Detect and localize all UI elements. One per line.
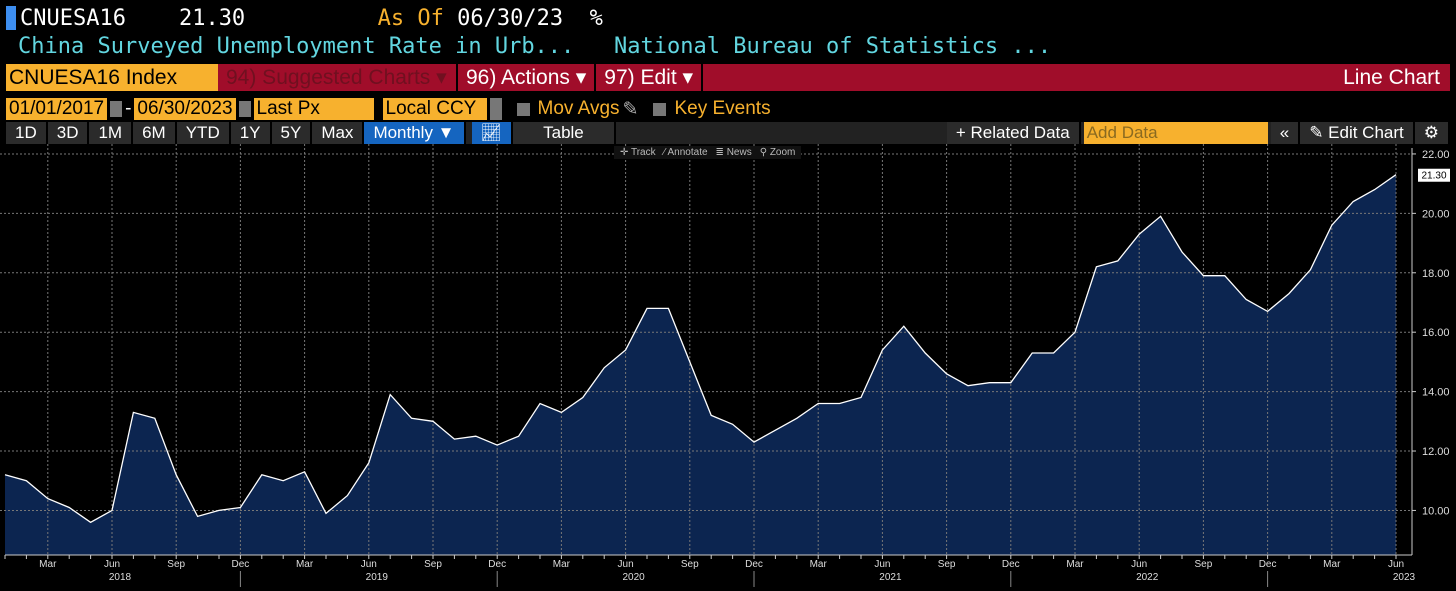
range-1y[interactable]: 1Y [230, 122, 272, 144]
range-1m[interactable]: 1M [89, 122, 134, 144]
x-tick-label: Mar [810, 559, 828, 570]
x-tick-label: Jun [1131, 559, 1147, 570]
collapse-button[interactable]: « [1270, 122, 1301, 144]
source: National Bureau of Statistics ... [614, 34, 1052, 59]
series-area [5, 174, 1396, 555]
options-row: 01/01/2017 - 06/30/2023 Last Px Local CC… [6, 97, 771, 121]
y-tick-label: 20.00 [1422, 208, 1450, 220]
start-date-input[interactable]: 01/01/2017 [6, 98, 108, 120]
security-marker [6, 6, 16, 30]
ticker: CNUESA16 [20, 5, 126, 31]
date-dash: - [125, 98, 132, 119]
actions-menu[interactable]: 96) Actions ▾ [458, 64, 597, 91]
year-label: 2020 [622, 572, 645, 583]
last-value-label: 21.30 [1421, 171, 1446, 182]
security-header: CNUESA16 21.30 As Of 06/30/23 % [0, 4, 603, 32]
range-3d[interactable]: 3D [47, 122, 90, 144]
x-tick-label: Sep [1195, 559, 1213, 570]
x-tick-label: Sep [424, 559, 442, 570]
range-6m[interactable]: 6M [133, 122, 177, 144]
x-tick-label: Jun [618, 559, 634, 570]
range-5y[interactable]: 5Y [271, 122, 313, 144]
x-tick-label: Dec [488, 559, 506, 570]
unit: % [589, 5, 603, 31]
last-value: 21.30 [178, 5, 246, 31]
y-tick-label: 12.00 [1422, 446, 1450, 458]
range-1d[interactable]: 1D [6, 122, 48, 144]
calendar-icon[interactable] [110, 101, 123, 117]
series-line [4, 174, 1397, 524]
y-tick-label: 16.00 [1422, 327, 1450, 339]
chart-tools: ✛ Track ⁄ Annotate ≣ News ⚲ Zoom [614, 146, 802, 159]
pencil-icon[interactable]: ✎ [622, 98, 639, 120]
zoom-tool[interactable]: ⚲ Zoom [759, 147, 796, 158]
track-tool[interactable]: ✛ Track [620, 147, 656, 158]
x-tick-label: Mar [1066, 559, 1084, 570]
x-tick-label: Sep [167, 559, 185, 570]
last-value-box [1418, 168, 1450, 182]
related-data-button[interactable]: + Related Data [946, 122, 1081, 144]
x-tick-label: Dec [1002, 559, 1020, 570]
key-events-label: Key Events [674, 98, 771, 119]
suggested-charts-menu: 94) Suggested Charts ▾ [218, 64, 458, 91]
calendar-icon[interactable] [238, 101, 251, 117]
year-label: 2018 [109, 572, 132, 583]
year-label: 2021 [879, 572, 902, 583]
chart-type-label: Line Chart [1343, 66, 1440, 89]
year-label: 2019 [366, 572, 389, 583]
as-of-label: As Of [377, 5, 444, 31]
range-max[interactable]: Max [312, 122, 365, 144]
line-chart-icon[interactable]: 📈︎ [471, 122, 514, 144]
x-tick-label: Mar [1323, 559, 1341, 570]
year-label: 2023 [1393, 572, 1416, 583]
edit-chart-button[interactable]: ✎ Edit Chart [1300, 122, 1415, 144]
x-tick-label: Sep [681, 559, 699, 570]
description-row: China Surveyed Unemployment Rate in Urb.… [18, 34, 1051, 59]
x-tick-label: Jun [1388, 559, 1404, 570]
table-button[interactable]: Table [513, 122, 616, 144]
toolbar: 1D 3D 1M 6M YTD 1Y 5Y Max Monthly ▼ 📈︎ T… [6, 122, 1450, 144]
annotate-tool[interactable]: ⁄ Annotate [663, 147, 708, 158]
x-tick-label: Mar [39, 559, 57, 570]
x-tick-label: Mar [296, 559, 314, 570]
menu-bar: CNUESA16 Index 94) Suggested Charts ▾ 96… [6, 64, 1450, 91]
news-tool[interactable]: ≣ News [715, 147, 752, 158]
x-tick-label: Mar [553, 559, 571, 570]
field-select[interactable]: Last Px [253, 98, 374, 120]
y-tick-label: 18.00 [1422, 268, 1450, 280]
x-tick-label: Dec [232, 559, 250, 570]
frequency-select[interactable]: Monthly ▼ [364, 122, 466, 144]
range-ytd[interactable]: YTD [176, 122, 231, 144]
x-tick-label: Dec [745, 559, 763, 570]
x-tick-label: Sep [938, 559, 956, 570]
edit-menu[interactable]: 97) Edit ▾ [596, 64, 704, 91]
key-events-checkbox[interactable] [653, 102, 667, 116]
x-tick-label: Dec [1259, 559, 1277, 570]
year-label: 2022 [1136, 572, 1159, 583]
add-data-input[interactable]: Add Data [1083, 122, 1268, 144]
y-tick-label: 14.00 [1422, 387, 1450, 399]
mov-avgs-label: Mov Avgs [537, 98, 620, 119]
currency-select[interactable]: Local CCY [382, 98, 487, 120]
dropdown-icon[interactable] [489, 98, 502, 120]
security-input[interactable]: CNUESA16 Index [6, 64, 218, 91]
y-tick-label: 10.00 [1422, 505, 1450, 517]
x-tick-label: Jun [104, 559, 120, 570]
description: China Surveyed Unemployment Rate in Urb.… [18, 34, 575, 59]
gear-icon[interactable]: ⚙ [1414, 122, 1450, 144]
as-of-date: 06/30/23 [457, 5, 564, 31]
pencil-icon: ✎ [1309, 123, 1329, 142]
x-tick-label: Jun [361, 559, 377, 570]
mov-avgs-checkbox[interactable] [516, 102, 530, 116]
edit-chart-label: Edit Chart [1328, 123, 1404, 142]
x-tick-label: Jun [874, 559, 890, 570]
end-date-input[interactable]: 06/30/2023 [134, 98, 236, 120]
y-tick-label: 22.00 [1422, 149, 1450, 161]
